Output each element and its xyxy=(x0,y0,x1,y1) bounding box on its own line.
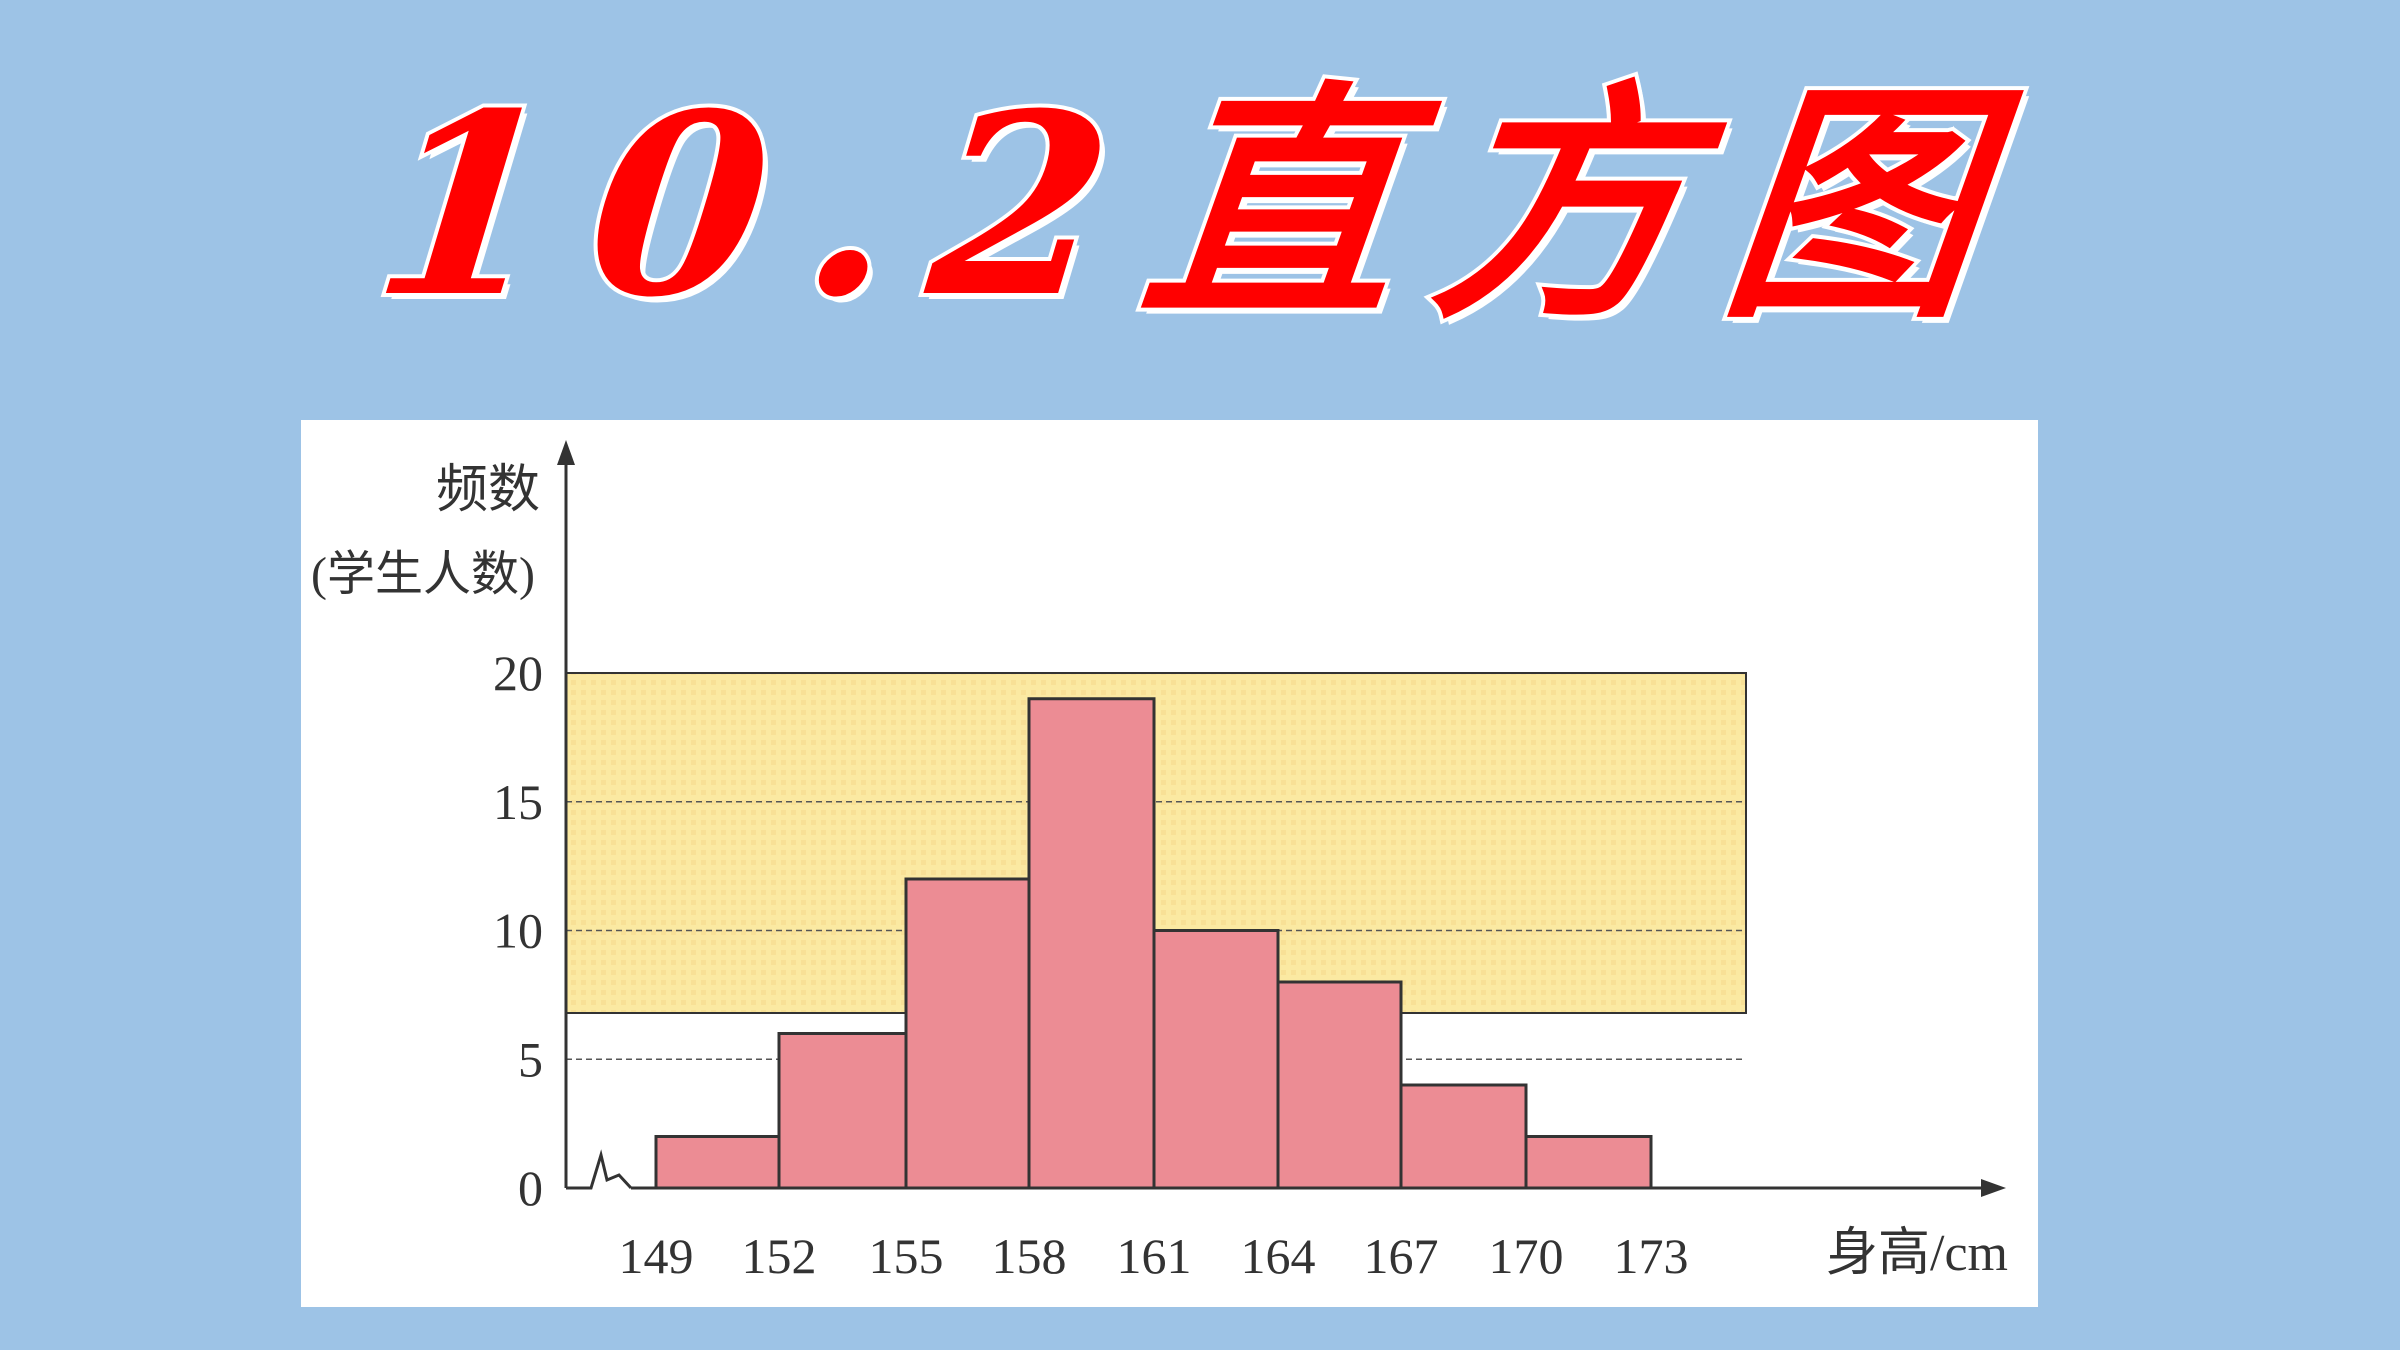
y-axis-label-line2: (学生人数) xyxy=(311,548,535,601)
x-tick-label: 155 xyxy=(869,1228,944,1284)
x-tick-label: 173 xyxy=(1614,1228,1689,1284)
histogram-bar xyxy=(904,877,1031,1190)
histogram-bar xyxy=(654,1135,781,1190)
histogram-bar xyxy=(1152,929,1280,1190)
y-tick-labels: 0 5 10 15 20 xyxy=(493,645,543,1216)
y-axis-label-line1: 频数 xyxy=(436,462,540,519)
x-tick-label: 161 xyxy=(1117,1228,1192,1284)
y-tick-label: 0 xyxy=(518,1160,543,1216)
x-tick-label: 167 xyxy=(1364,1228,1439,1284)
x-tick-label: 170 xyxy=(1489,1228,1564,1284)
y-tick-label: 20 xyxy=(493,645,543,701)
y-tick-label: 15 xyxy=(493,774,543,830)
slide-title-text: 10.2直方图 xyxy=(359,54,2037,356)
histogram-bars xyxy=(654,697,1653,1190)
x-tick-label: 149 xyxy=(619,1228,694,1284)
histogram-bar xyxy=(1399,1083,1528,1190)
y-tick-label: 10 xyxy=(493,903,543,959)
x-tick-labels: 149 152 155 158 161 164 167 170 173 xyxy=(619,1228,1689,1284)
x-tick-label: 152 xyxy=(742,1228,817,1284)
y-tick-label: 5 xyxy=(518,1031,543,1087)
x-tick-label: 158 xyxy=(992,1228,1067,1284)
y-axis-arrow-icon xyxy=(557,440,575,465)
x-axis-break-icon xyxy=(566,1149,633,1190)
histogram-figure: 0 5 10 15 20 149 152 155 158 161 164 167 170 173 频数 … xyxy=(301,420,2038,1307)
histogram-bar xyxy=(1276,980,1403,1190)
histogram-bar xyxy=(1027,697,1156,1190)
histogram-bar xyxy=(777,1032,908,1190)
histogram-bar xyxy=(1524,1135,1653,1190)
x-axis-label: 身高/cm xyxy=(1826,1225,2008,1282)
x-axis-arrow-icon xyxy=(1981,1179,2006,1197)
slide-title: 10.2直方图 xyxy=(0,20,2400,356)
x-tick-label: 164 xyxy=(1241,1228,1316,1284)
